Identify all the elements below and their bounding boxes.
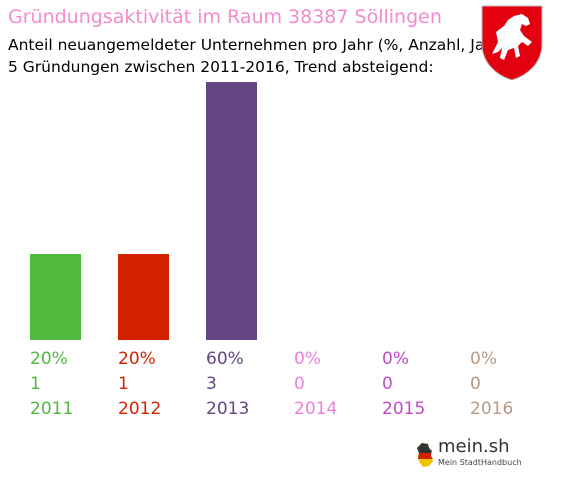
percent-label-2014: 0% bbox=[294, 349, 321, 369]
chart-title: Gründungsaktivität im Raum 38387 Sölling… bbox=[8, 6, 442, 28]
year-label-2011: 2011 bbox=[30, 399, 73, 419]
count-label-2013: 3 bbox=[206, 374, 217, 394]
year-label-2013: 2013 bbox=[206, 399, 249, 419]
logo-name: mein.sh bbox=[438, 436, 510, 457]
logo-tagline: Mein StadtHandbuch bbox=[438, 458, 522, 467]
lower-saxony-horse-crest-icon bbox=[481, 5, 543, 81]
year-label-2016: 2016 bbox=[470, 399, 513, 419]
count-label-2014: 0 bbox=[294, 374, 305, 394]
mein-sh-logo[interactable]: mein.sh Mein StadtHandbuch bbox=[416, 436, 526, 472]
germany-map-icon bbox=[417, 443, 433, 467]
percent-label-2013: 60% bbox=[206, 349, 244, 369]
bar-chart: 20% 1 2011 20% 1 2012 60% 3 2013 0% 0 2014 0% 0 2015 0%… bbox=[30, 82, 513, 419]
year-label-2014: 2014 bbox=[294, 399, 337, 419]
count-label-2015: 0 bbox=[382, 374, 393, 394]
chart-subtitle: Anteil neuangemeldeter Unternehmen pro J… bbox=[8, 36, 507, 54]
bar-2012 bbox=[118, 254, 169, 340]
percent-label-2015: 0% bbox=[382, 349, 409, 369]
bar-2011 bbox=[30, 254, 81, 340]
chart-summary: 5 Gründungen zwischen 2011-2016, Trend a… bbox=[8, 58, 434, 76]
percent-label-2016: 0% bbox=[470, 349, 497, 369]
count-label-2016: 0 bbox=[470, 374, 481, 394]
year-label-2015: 2015 bbox=[382, 399, 425, 419]
percent-label-2012: 20% bbox=[118, 349, 156, 369]
count-label-2011: 1 bbox=[30, 374, 41, 394]
count-label-2012: 1 bbox=[118, 374, 129, 394]
year-label-2012: 2012 bbox=[118, 399, 161, 419]
percent-label-2011: 20% bbox=[30, 349, 68, 369]
bar-2013 bbox=[206, 82, 257, 340]
